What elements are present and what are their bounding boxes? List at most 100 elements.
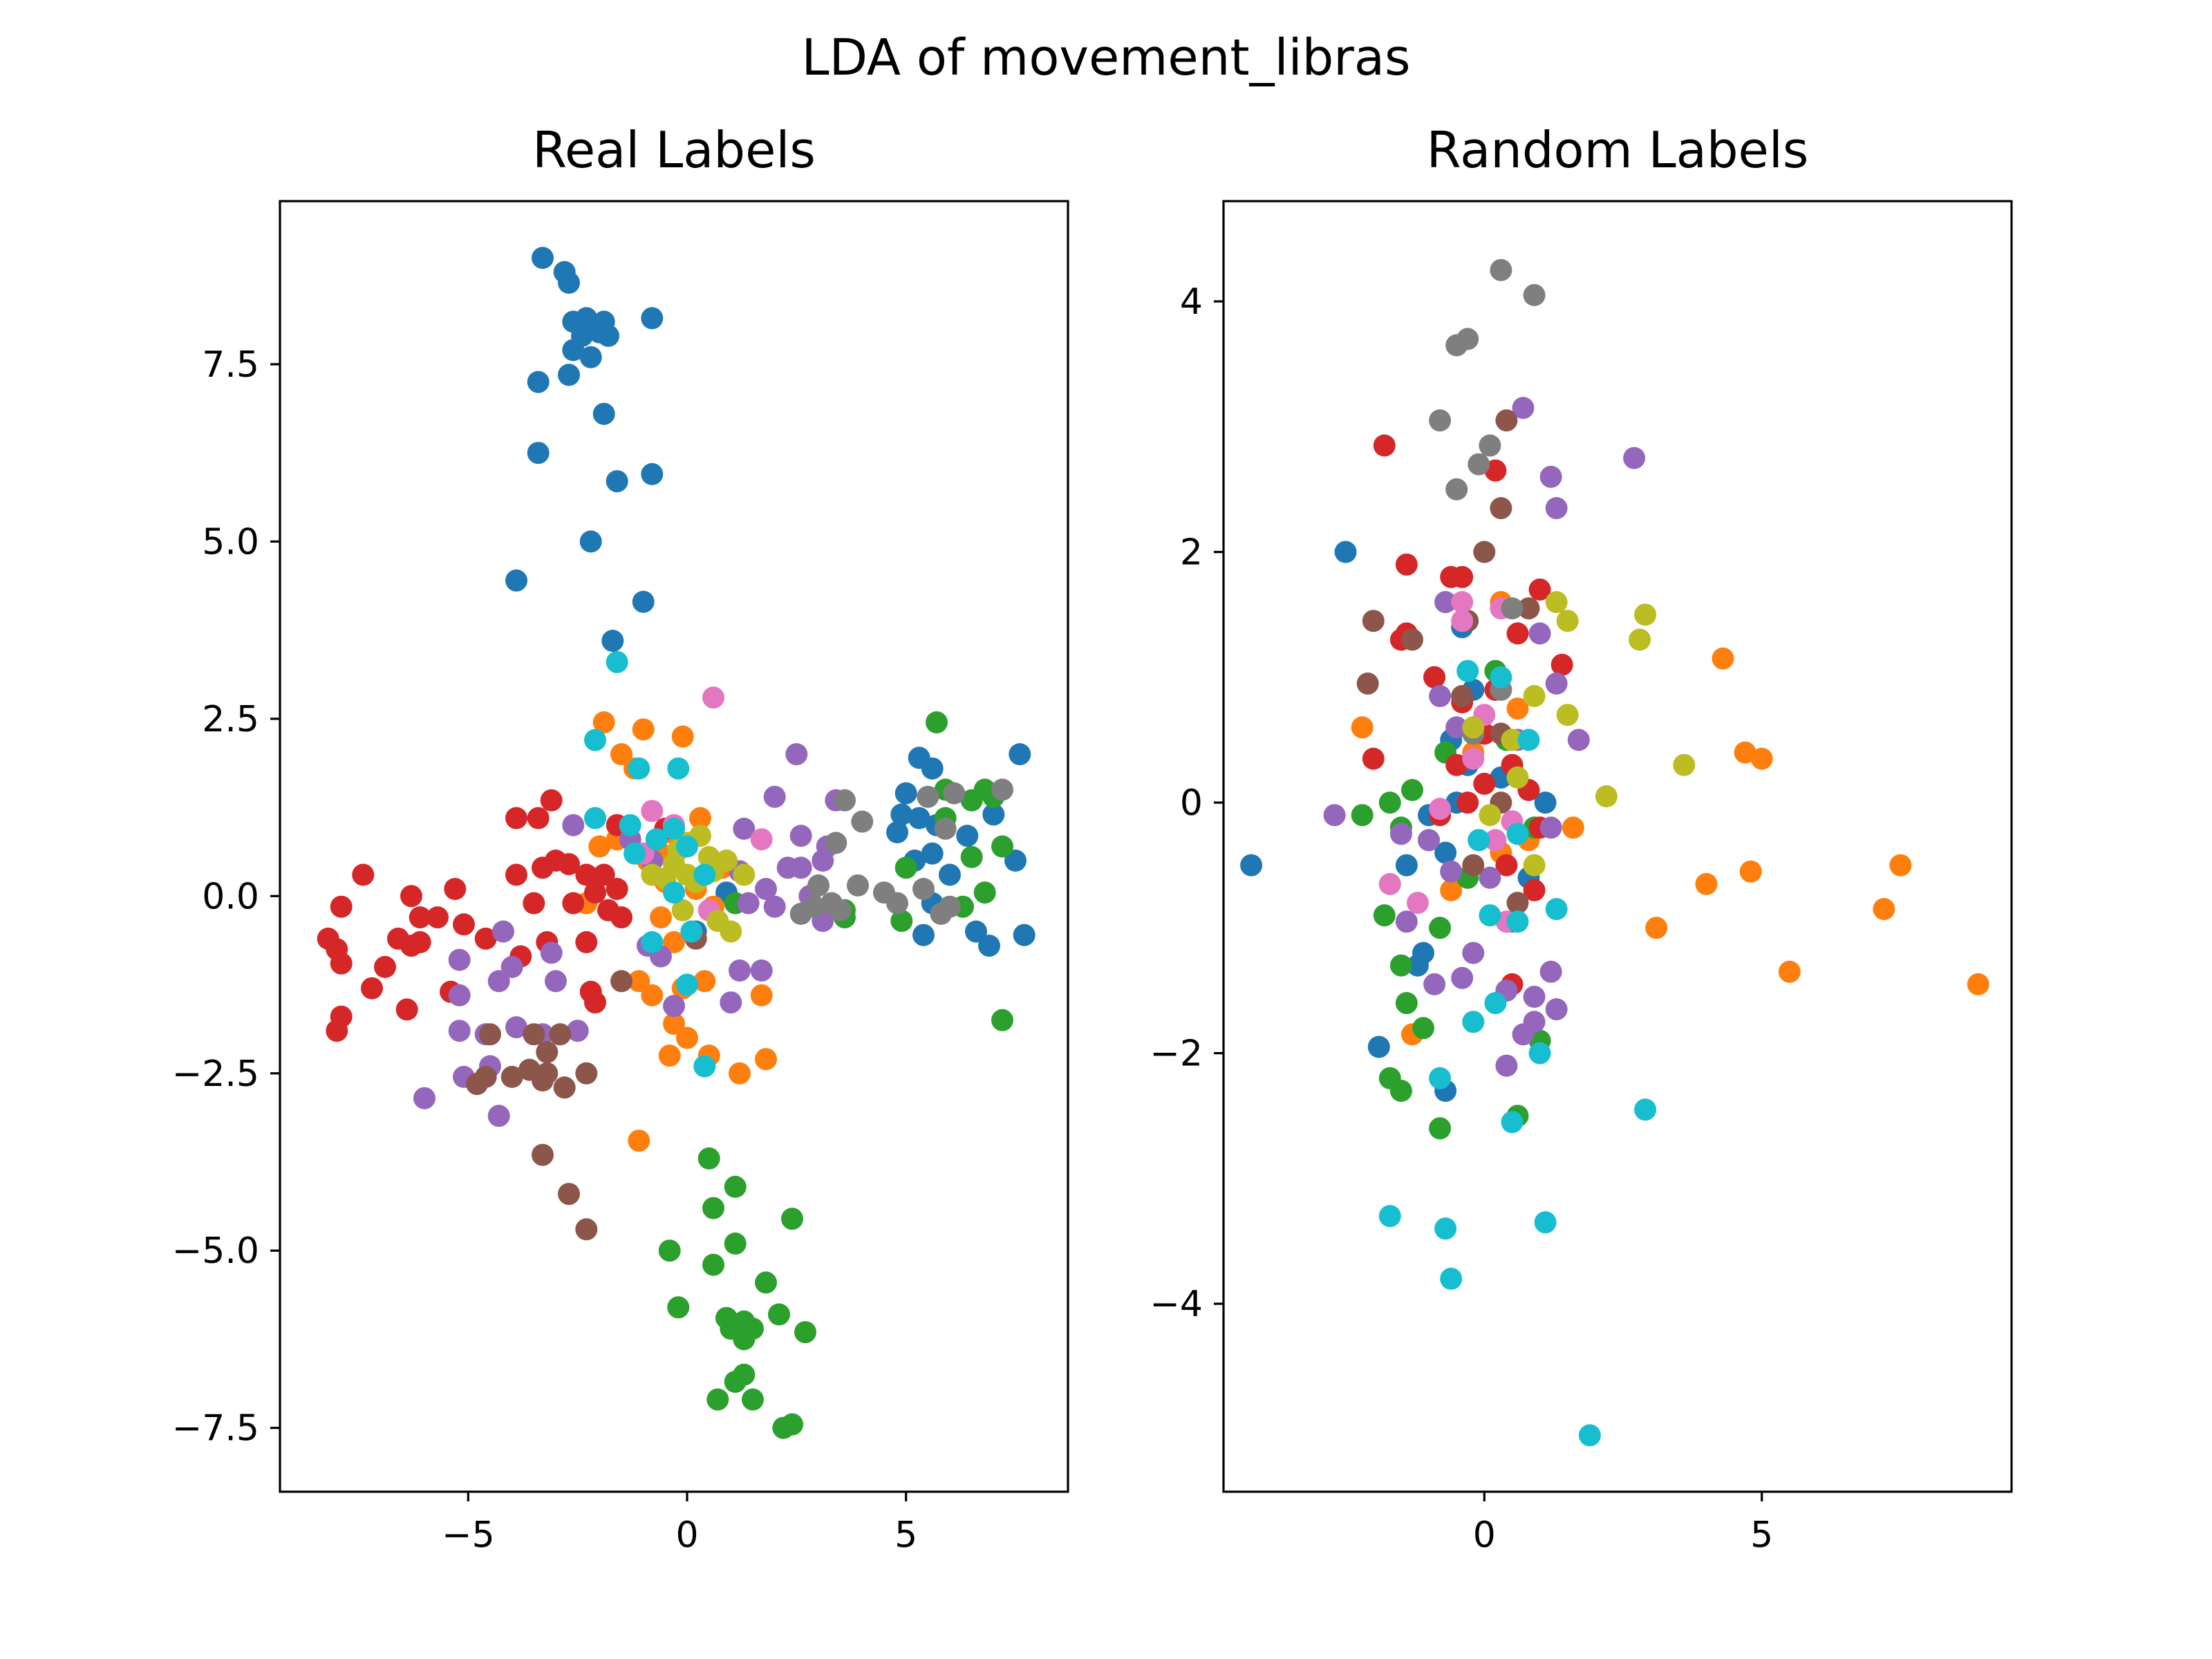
scatter-point-class-0	[921, 842, 944, 865]
scatter-point-class-2	[960, 845, 983, 868]
scatter-point-class-4	[1434, 591, 1457, 613]
scatter-point-class-1	[1750, 747, 1773, 770]
scatter-point-class-3	[1456, 791, 1479, 814]
x-tick-label: 5	[1750, 1515, 1773, 1556]
scatter-point-class-4	[540, 941, 563, 964]
scatter-point-class-4	[1539, 465, 1562, 488]
scatter-point-class-0	[1013, 924, 1035, 946]
scatter-point-class-4	[500, 955, 523, 978]
scatter-point-class-4	[487, 1105, 510, 1127]
scatter-point-class-3	[558, 853, 580, 876]
scatter-point-class-1	[693, 970, 716, 993]
scatter-point-class-4	[562, 814, 585, 836]
scatter-point-class-5	[1506, 892, 1529, 915]
axes-frame	[279, 200, 1069, 1493]
scatter-point-class-0	[894, 782, 917, 805]
scatter-point-class-9	[693, 863, 716, 886]
scatter-point-class-2	[973, 881, 996, 904]
scatter-point-class-9	[1578, 1424, 1601, 1447]
scatter-point-class-1	[1739, 860, 1762, 883]
scatter-point-class-0	[939, 863, 961, 886]
scatter-point-class-6	[641, 800, 664, 823]
scatter-point-class-4	[1545, 998, 1568, 1021]
scatter-point-class-9	[624, 842, 646, 865]
scatter-point-class-8	[1501, 729, 1524, 751]
scatter-point-class-7	[834, 789, 856, 812]
scatter-point-class-9	[1634, 1098, 1657, 1121]
scatter-point-class-3	[532, 856, 554, 879]
scatter-point-class-0	[1240, 854, 1263, 877]
scatter-point-class-3	[444, 878, 467, 900]
scatter-point-class-0	[1367, 1035, 1390, 1058]
scatter-points	[1240, 259, 1989, 1447]
scatter-point-class-9	[1517, 729, 1540, 751]
scatter-point-class-3	[584, 881, 606, 904]
scatter-point-class-9	[619, 814, 641, 836]
scatter-point-class-0	[956, 825, 979, 847]
scatter-point-class-8	[1629, 628, 1651, 651]
scatter-point-class-2	[667, 1296, 690, 1319]
scatter-point-class-1	[1562, 816, 1584, 839]
scatter-point-class-1	[641, 984, 664, 1006]
scatter-point-class-1	[628, 970, 650, 993]
scatter-point-class-1	[610, 743, 632, 766]
scatter-point-class-3	[1423, 666, 1446, 688]
scatter-point-class-5	[549, 1023, 572, 1046]
scatter-point-class-0	[632, 590, 655, 613]
scatter-point-class-8	[720, 920, 742, 943]
scatter-point-class-4	[763, 895, 786, 918]
scatter-point-class-3	[575, 931, 598, 953]
scatter-point-class-1	[1506, 697, 1529, 720]
scatter-point-class-5	[1517, 597, 1540, 620]
scatter-point-class-6	[1407, 892, 1429, 915]
scatter-point-class-3	[505, 807, 527, 830]
scatter-point-class-3	[1523, 879, 1546, 901]
scatter-point-class-9	[1479, 904, 1501, 927]
scatter-point-class-0	[562, 339, 585, 362]
scatter-point-class-4	[1423, 973, 1446, 995]
scatter-point-class-2	[890, 910, 913, 932]
scatter-point-class-2	[702, 1197, 724, 1219]
scatter-point-class-4	[785, 743, 808, 766]
scatter-point-class-4	[448, 984, 471, 1006]
scatter-point-class-4	[812, 850, 834, 872]
scatter-point-class-9	[584, 807, 606, 830]
scatter-point-class-2	[991, 835, 1013, 858]
scatter-point-class-2	[742, 1388, 764, 1411]
scatter-point-class-2	[755, 1271, 777, 1294]
scatter-point-class-7	[939, 895, 961, 918]
scatter-point-class-3	[562, 892, 585, 915]
scatter-point-class-3	[606, 878, 628, 900]
subplot-title: Real Labels	[532, 121, 816, 179]
scatter-point-class-6	[1378, 872, 1401, 895]
scatter-point-class-2	[733, 1328, 756, 1351]
scatter-point-class-0	[890, 803, 913, 826]
scatter-point-class-1	[1440, 879, 1463, 901]
scatter-point-class-2	[1389, 954, 1412, 977]
scatter-point-class-9	[676, 835, 698, 858]
scatter-point-class-9	[1429, 1067, 1452, 1089]
scatter-point-class-4	[413, 1087, 435, 1109]
scatter-point-class-0	[532, 247, 554, 270]
scatter-point-class-1	[1351, 716, 1374, 739]
scatter-point-class-2	[960, 789, 983, 812]
scatter-point-class-3	[400, 885, 422, 908]
axes-frame	[1222, 200, 2013, 1493]
scatter-point-class-3	[1506, 622, 1529, 645]
scatter-point-class-5	[1362, 610, 1385, 632]
scatter-point-class-3	[1373, 434, 1396, 457]
scatter-point-class-7	[825, 832, 847, 854]
scatter-point-class-4	[1528, 622, 1551, 645]
scatter-point-class-5	[1495, 409, 1518, 432]
scatter-point-class-9	[1468, 829, 1490, 852]
scatter-point-class-7	[1490, 259, 1512, 281]
scatter-point-class-2	[1378, 791, 1401, 814]
scatter-point-class-0	[527, 371, 550, 393]
scatter-point-class-1	[1712, 647, 1734, 670]
scatter-point-class-3	[1395, 553, 1418, 576]
y-tick-label: 2.5	[202, 699, 259, 740]
scatter-point-class-9	[680, 920, 703, 943]
scatter-point-class-4	[1539, 960, 1562, 983]
scatter-point-class-5	[1401, 628, 1423, 651]
scatter-point-class-3	[1451, 565, 1474, 588]
